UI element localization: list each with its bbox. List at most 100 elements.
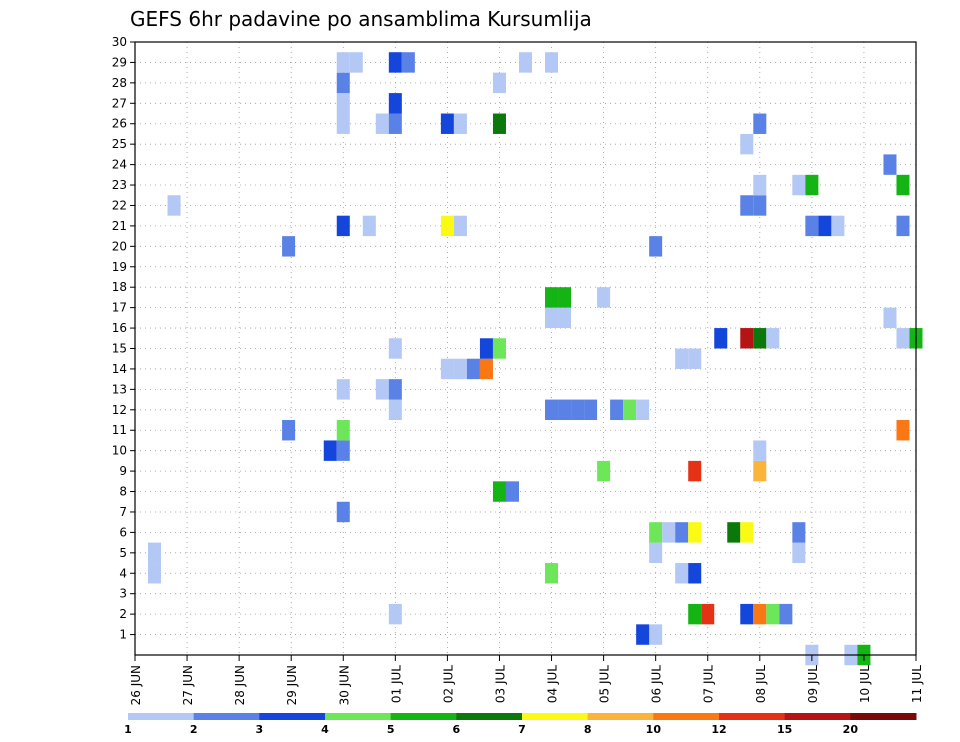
y-tick-label: 20 [112,239,127,253]
precip-cell [610,399,624,421]
y-tick-label: 5 [119,546,127,560]
precip-cell [558,399,572,421]
x-tick-label: 04 JUL [546,665,560,703]
precip-cell [883,154,897,175]
precip-cell [336,440,350,461]
precip-cell [167,195,181,216]
legend-label: 4 [321,723,329,736]
legend-label: 7 [518,723,526,736]
precip-cell [323,440,337,461]
precip-cell [505,481,519,502]
precip-cell [766,603,780,625]
precip-cell [805,174,819,196]
y-tick-label: 12 [112,403,127,417]
precip-cell [636,624,650,645]
y-tick-label: 4 [119,566,127,580]
precip-cell [883,307,897,329]
precip-cell [518,52,533,73]
x-tick-label: 27 JUN [181,665,195,705]
y-tick-label: 29 [112,55,127,69]
y-tick-label: 8 [119,485,127,499]
precip-cell [753,328,767,349]
precip-cell [453,215,467,237]
x-tick-label: 02 JUL [441,665,455,703]
precip-cell [388,113,402,134]
precip-cell [545,287,559,308]
precip-cell [336,501,350,523]
precip-cell [466,358,480,380]
color-legend: 1 2 3 4 5 6 7 8 10 12 15 20 [124,713,917,736]
precip-cell [597,460,611,482]
precip-cell [336,379,350,400]
y-tick-label: 1 [119,628,127,642]
x-tick-label: 07 JUL [702,665,716,703]
legend-swatch [456,713,523,720]
legend-swatch [259,713,326,720]
precip-cell [649,522,663,543]
legend-label: 10 [646,723,662,736]
x-axis-ticks: 26 JUN 27 JUN 28 JUN 29 JUN 30 JUN 01 JUL 02 J… [129,655,924,705]
y-tick-label: 24 [112,158,127,172]
precip-cell [896,174,910,196]
y-tick-label: 13 [112,382,127,396]
precip-cell [440,358,454,380]
precip-cell [282,236,296,257]
legend-swatch [784,713,851,720]
precip-cell [753,440,767,461]
precip-cell [148,542,162,564]
precip-cell [492,481,506,502]
precip-cell [362,215,376,237]
precip-cell [766,328,780,349]
x-tick-label: 28 JUN [233,665,247,705]
precip-cell [492,113,506,134]
legend-label: 6 [453,723,461,736]
precip-cell [831,215,845,237]
y-tick-label: 28 [112,76,127,90]
precip-cell [662,522,676,543]
x-tick-label: 03 JUL [493,665,507,703]
precip-cell [753,174,767,196]
precip-cell [896,328,910,349]
precip-cell [701,603,715,625]
precip-cell [649,542,663,564]
precip-cell [805,215,819,237]
y-tick-label: 19 [112,260,127,274]
y-tick-label: 22 [112,198,127,212]
precip-cell [492,338,506,359]
precip-cell [545,399,559,421]
precip-cell [636,399,650,421]
y-tick-label: 9 [119,464,127,478]
y-tick-label: 16 [112,321,127,335]
legend-label: 20 [843,723,859,736]
precip-cell [401,52,415,73]
precip-cell [727,522,741,543]
precip-cell [479,358,493,380]
y-tick-label: 3 [119,587,127,601]
precip-cell [336,420,350,441]
precip-cell [740,522,754,543]
precip-cell [375,113,389,134]
y-tick-label: 27 [112,96,127,110]
precip-cell [388,93,402,114]
precip-cell [375,379,389,400]
precip-cell [388,52,402,73]
y-tick-label: 7 [119,505,127,519]
precip-cell [675,522,689,543]
y-tick-label: 14 [112,362,127,376]
precip-cell [779,603,793,625]
y-tick-label: 2 [119,607,127,621]
precip-cell [453,358,467,380]
x-tick-label: 26 JUN [129,665,143,705]
precip-cell [688,460,702,482]
legend-swatch [653,713,720,720]
precip-cell [388,603,402,625]
precip-cell [440,113,454,134]
precip-cell [336,113,350,134]
precip-cell [753,460,767,482]
precip-cell [545,52,559,73]
x-tick-label: 05 JUL [598,665,612,703]
chart-title: GEFS 6hr padavine po ansamblima Kursumli… [130,7,592,31]
precip-cell [753,195,767,216]
data-cells [148,52,923,666]
